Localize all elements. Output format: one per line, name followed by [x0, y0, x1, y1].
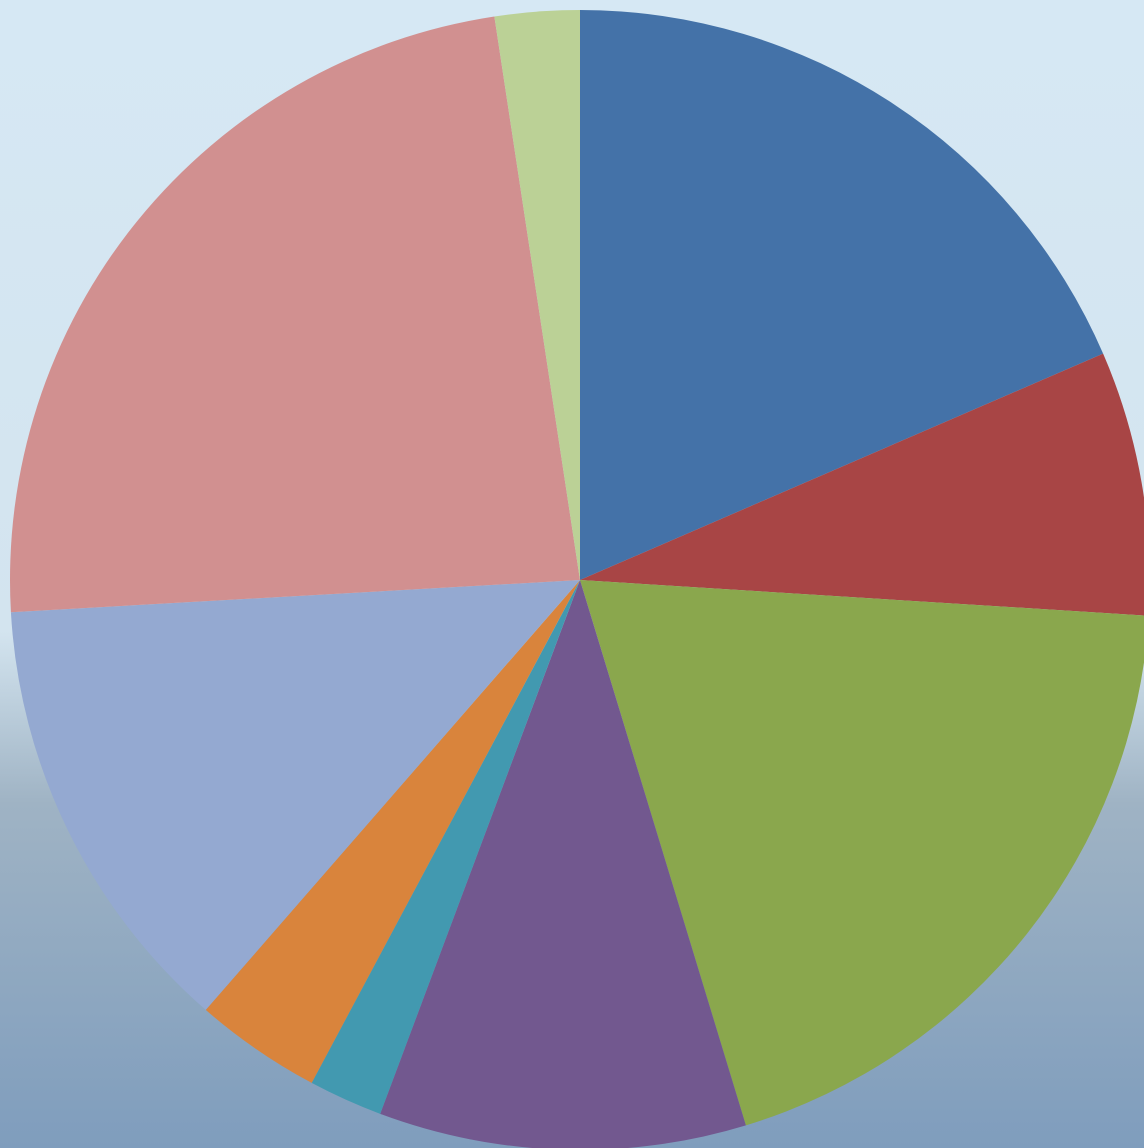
pie-slice	[10, 580, 580, 1010]
pie-slice	[580, 10, 1104, 580]
pie-slice	[311, 580, 580, 1114]
pie-slice	[380, 580, 746, 1148]
pie-slice	[9, 16, 580, 613]
pie	[9, 10, 1144, 1148]
pie-slice	[205, 580, 580, 1083]
pie-slice	[494, 10, 580, 580]
pie-slice	[580, 580, 1144, 1126]
pie-slice	[580, 353, 1144, 616]
